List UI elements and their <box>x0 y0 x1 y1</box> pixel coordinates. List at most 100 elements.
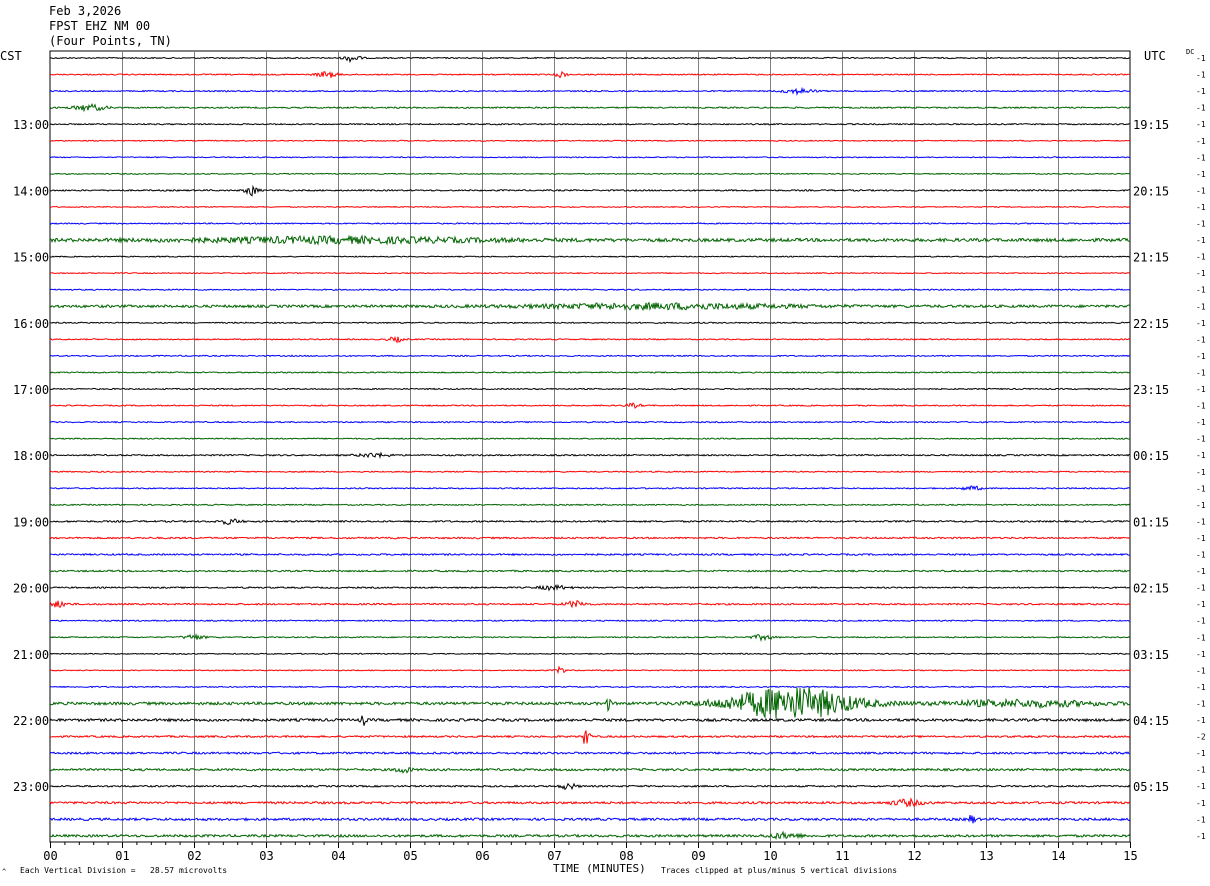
dc-offset-label: -1 <box>1196 120 1206 129</box>
scale-note: Each Vertical Division = 28.57 microvolt… <box>20 866 228 875</box>
dc-offset-label: -1 <box>1196 385 1206 394</box>
seismic-trace <box>49 387 1131 391</box>
seismic-trace <box>49 470 1131 474</box>
right-hour-label: 20:15 <box>1133 184 1169 198</box>
x-tick-label: 07 <box>547 849 561 863</box>
left-hour-label: 15:00 <box>13 251 49 265</box>
right-hour-label: 05:15 <box>1133 780 1169 794</box>
seismic-trace <box>49 797 1131 808</box>
dc-offset-label: -1 <box>1196 551 1206 560</box>
station-label: FPST EHZ NM 00 <box>49 19 151 33</box>
dc-offset-label: -1 <box>1196 186 1206 195</box>
left-hour-label: 13:00 <box>13 118 49 132</box>
seismic-trace <box>49 272 1131 275</box>
dc-label: DC <box>1186 48 1195 56</box>
corner-mark: ^ <box>2 868 7 876</box>
dc-offset-label: -1 <box>1196 815 1206 824</box>
seismic-trace <box>49 288 1131 292</box>
seismic-trace <box>50 518 1131 526</box>
seismic-trace <box>49 569 1131 573</box>
dc-offset-label: -1 <box>1196 352 1206 361</box>
date-label: Feb 3,2026 <box>49 4 122 18</box>
seismic-trace <box>49 205 1131 209</box>
seismic-trace <box>49 70 1131 79</box>
dc-offset-label: -1 <box>1196 799 1206 808</box>
seismic-trace <box>49 485 1131 491</box>
dc-offset-label: -1 <box>1196 716 1206 725</box>
dc-offset-label: -1 <box>1196 782 1206 791</box>
seismic-trace <box>49 652 1131 655</box>
seismic-trace <box>49 730 1131 744</box>
dc-offset-label: -1 <box>1196 71 1206 80</box>
left-hour-label: 16:00 <box>13 317 49 331</box>
x-tick-label: 03 <box>259 849 273 863</box>
x-tick-label: 12 <box>907 849 921 863</box>
right-hour-label: 21:15 <box>1133 251 1169 265</box>
right-hour-label: 01:15 <box>1133 515 1169 529</box>
dc-offset-label: -1 <box>1196 54 1206 63</box>
seismic-trace <box>49 156 1131 159</box>
left-hour-label: 22:00 <box>13 714 49 728</box>
x-tick-label: 04 <box>331 849 345 863</box>
x-tick-label: 06 <box>475 849 489 863</box>
seismic-trace <box>49 685 1131 689</box>
seismic-trace <box>49 619 1131 623</box>
seismic-trace <box>49 234 1131 246</box>
seismic-trace <box>49 255 1131 258</box>
left-hour-label: 19:00 <box>13 515 49 529</box>
dc-offset-label: -1 <box>1196 484 1206 493</box>
dc-offset-label: -1 <box>1196 302 1206 311</box>
left-hour-label: 14:00 <box>13 184 49 198</box>
dc-offset-label: -1 <box>1196 137 1206 146</box>
x-tick-label: 13 <box>979 849 993 863</box>
x-tick-label: 11 <box>835 849 849 863</box>
seismic-trace <box>49 687 1131 719</box>
x-tick-label: 09 <box>691 849 705 863</box>
seismic-trace <box>49 371 1131 374</box>
seismic-trace <box>49 102 1131 113</box>
seismic-trace <box>49 354 1131 358</box>
seismic-trace <box>49 184 1130 197</box>
seismic-trace <box>49 451 1131 459</box>
clip-note: Traces clipped at plus/minus 5 vertical … <box>661 866 898 875</box>
x-tick-label: 05 <box>403 849 417 863</box>
plot-header: Feb 3,2026 FPST EHZ NM 00 (Four Points, … <box>49 4 172 49</box>
dc-offset-label: -1 <box>1196 832 1206 841</box>
left-hour-label: 20:00 <box>13 582 49 596</box>
seismic-trace <box>49 751 1131 756</box>
seismic-trace <box>49 321 1131 325</box>
seismic-trace <box>49 815 1131 824</box>
dc-offset-label: -2 <box>1196 733 1206 742</box>
seismic-trace <box>49 600 1131 609</box>
seismic-trace <box>49 122 1131 126</box>
x-tick-label: 08 <box>619 849 633 863</box>
seismic-trace <box>49 552 1131 557</box>
dc-offset-label: -1 <box>1196 220 1206 229</box>
dc-offset-label: -1 <box>1196 567 1206 576</box>
location-label: (Four Points, TN) <box>49 34 172 48</box>
seismic-trace <box>49 830 1131 841</box>
left-hour-label: 23:00 <box>13 780 49 794</box>
dc-offset-label: -1 <box>1196 236 1206 245</box>
dc-offset-label: -1 <box>1196 418 1206 427</box>
dc-offset-label: -1 <box>1196 87 1206 96</box>
dc-offset-label: -1 <box>1196 534 1206 543</box>
dc-offset-label: -1 <box>1196 253 1206 262</box>
seismic-trace <box>49 301 1131 312</box>
dc-offset-label: -1 <box>1196 402 1206 411</box>
left-hour-label: 18:00 <box>13 449 49 463</box>
dc-offset-label: -1 <box>1196 468 1206 477</box>
right-hour-label: 23:15 <box>1133 383 1169 397</box>
x-tick-label: 00 <box>43 849 57 863</box>
seismic-trace <box>49 665 1131 675</box>
dc-offset-label: -1 <box>1196 153 1206 162</box>
trace-layer <box>49 55 1131 841</box>
seismic-trace <box>49 715 1131 726</box>
x-tick-label: 02 <box>187 849 201 863</box>
label-layer: 00 01 02 03 04 05 06 07 08 09 10 11 12 13 14 15 13:00 14:… <box>13 54 1206 863</box>
dc-offset-label: -1 <box>1196 286 1206 295</box>
right-hour-label: 02:15 <box>1133 582 1169 596</box>
seismic-trace <box>49 782 1131 791</box>
dc-offset-label: -1 <box>1196 600 1206 609</box>
